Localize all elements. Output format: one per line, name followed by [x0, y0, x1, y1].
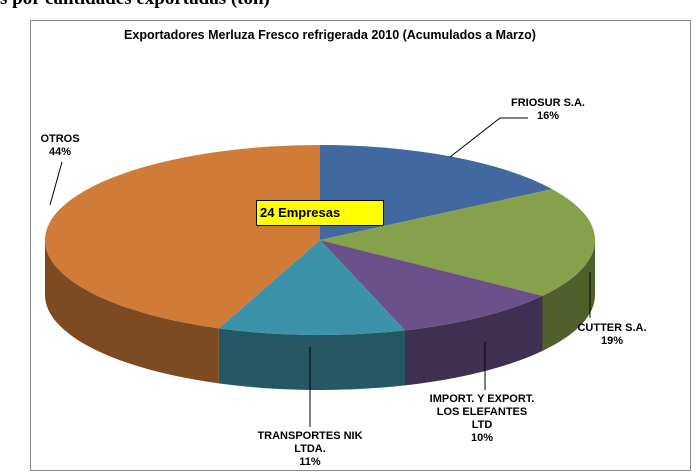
slice-label: FRIOSUR S.A.	[511, 97, 585, 109]
value-label: 44%	[48, 146, 72, 158]
pie-slice	[44, 145, 321, 329]
pie-slice	[320, 240, 543, 331]
pie-side	[404, 295, 543, 386]
pie-side	[218, 328, 405, 391]
slice-label: CUTTER S.A.	[577, 322, 647, 334]
pie-side-shade	[542, 240, 595, 351]
chart-frame	[30, 20, 691, 471]
value-label: 16%	[536, 110, 560, 122]
pie-side-shade	[45, 240, 219, 384]
value-label: 10%	[470, 432, 494, 444]
chart-title: Exportadores Merluza Fresco refrigerada …	[124, 28, 536, 42]
slice-label: TRANSPORTES NIK LTDA.	[257, 430, 363, 455]
annotation: 24 Empresas	[256, 200, 384, 226]
slice-label: OTROS	[40, 133, 80, 145]
leader-line	[449, 117, 528, 158]
pie-side	[542, 240, 595, 351]
value-label: 19%	[600, 335, 624, 347]
pie-side-shade	[404, 295, 543, 386]
pie-side	[45, 240, 219, 384]
leader-line	[49, 161, 63, 206]
page-heading: s por cantidades exportadas (ton)	[0, 0, 270, 10]
pie-side-shade	[218, 328, 405, 391]
value-label: 11%	[299, 456, 321, 468]
pie-slice	[320, 189, 595, 296]
pie-slice	[218, 240, 405, 336]
slice-label: IMPORT. Y EXPORT. LOS ELEFANTES LTD	[429, 393, 535, 431]
